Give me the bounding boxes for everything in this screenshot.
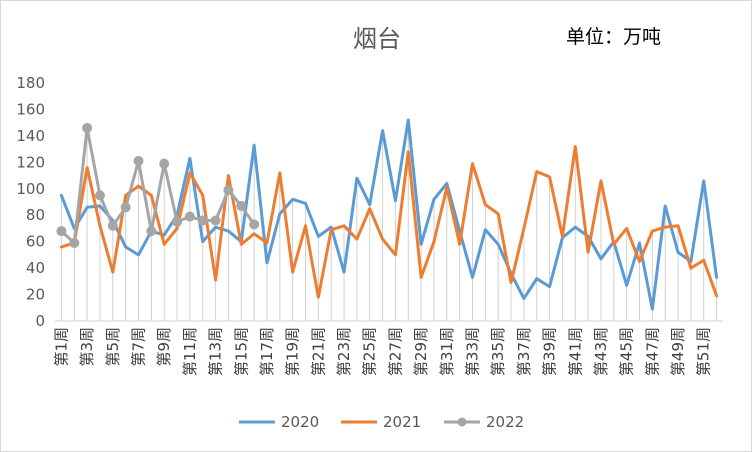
data-point-2022 [210, 215, 221, 226]
data-point-2022 [197, 215, 208, 226]
legend-label-2021: 2021 [383, 413, 421, 431]
data-point-2022 [133, 156, 144, 167]
x-tick-label: 第21周 [309, 327, 327, 376]
y-tick-label: 180 [16, 74, 45, 92]
series-line-2020 [59, 118, 719, 311]
x-tick-label: 第23周 [335, 327, 353, 376]
x-tick-label: 第11周 [181, 327, 199, 376]
data-point-2022 [184, 211, 195, 222]
data-point-2022 [236, 200, 247, 211]
x-axis: 第1周 第3周 第5周 第7周 第9周 第11周 第13周 第15周 第17周 第19周 第21周第… [52, 327, 712, 376]
drop-lines [55, 120, 723, 322]
unit-label: 单位：万吨 [566, 26, 661, 48]
x-tick-label: 第9周 [155, 327, 173, 367]
y-tick-label: 100 [16, 180, 45, 198]
y-axis: 0 20 40 60 80 100 120 140 160 180 [16, 74, 45, 330]
x-tick-label: 第5周 [104, 327, 122, 367]
x-tick-label: 第31周 [438, 327, 456, 376]
y-tick-label: 160 [16, 100, 45, 118]
x-tick-label: 第1周 [52, 327, 70, 367]
chart-title: 烟台 [353, 25, 401, 53]
data-point-2022 [120, 202, 131, 213]
data-point-2022 [249, 219, 260, 230]
data-point-2022 [56, 226, 67, 237]
x-tick-label: 第49周 [669, 327, 687, 376]
y-tick-label: 140 [16, 127, 45, 145]
series-line-2021 [59, 144, 719, 299]
x-tick-label: 第39周 [541, 327, 559, 376]
x-tick-label: 第35周 [489, 327, 507, 376]
x-tick-label: 第3周 [78, 327, 96, 367]
x-tick-label: 第45周 [618, 327, 636, 376]
y-tick-label: 20 [26, 286, 45, 304]
data-point-2022 [94, 190, 105, 201]
x-tick-label: 第43周 [592, 327, 610, 376]
legend-label-2022: 2022 [486, 413, 524, 431]
y-tick-label: 0 [35, 312, 45, 330]
x-tick-label: 第17周 [258, 327, 276, 376]
y-tick-label: 120 [16, 153, 45, 171]
legend-marker-2022 [457, 417, 467, 427]
x-tick-label: 第51周 [695, 327, 713, 376]
y-tick-label: 80 [26, 206, 45, 224]
x-tick-label: 第15周 [232, 327, 250, 376]
data-point-2022 [69, 237, 80, 248]
x-tick-label: 第7周 [130, 327, 148, 367]
x-tick-label: 第19周 [284, 327, 302, 376]
y-tick-label: 60 [26, 233, 45, 251]
series-group [56, 118, 719, 311]
x-tick-label: 第37周 [515, 327, 533, 376]
x-tick-label: 第13周 [207, 327, 225, 376]
legend: 2020 2021 2022 [239, 413, 524, 431]
x-tick-label: 第41周 [566, 327, 584, 376]
x-tick-label: 第29周 [412, 327, 430, 376]
data-point-2022 [172, 216, 183, 227]
data-point-2022 [223, 185, 234, 196]
x-tick-label: 第47周 [643, 327, 661, 376]
legend-label-2020: 2020 [281, 413, 319, 431]
x-tick-label: 第33周 [464, 327, 482, 376]
x-tick-label: 第25周 [361, 327, 379, 376]
series-line-2022 [59, 126, 256, 245]
data-point-2022 [107, 220, 118, 231]
data-point-2022 [82, 122, 93, 133]
x-tick-label: 第27周 [386, 327, 404, 376]
y-tick-label: 40 [26, 259, 45, 277]
data-point-2022 [146, 226, 157, 237]
data-point-2022 [159, 158, 170, 169]
